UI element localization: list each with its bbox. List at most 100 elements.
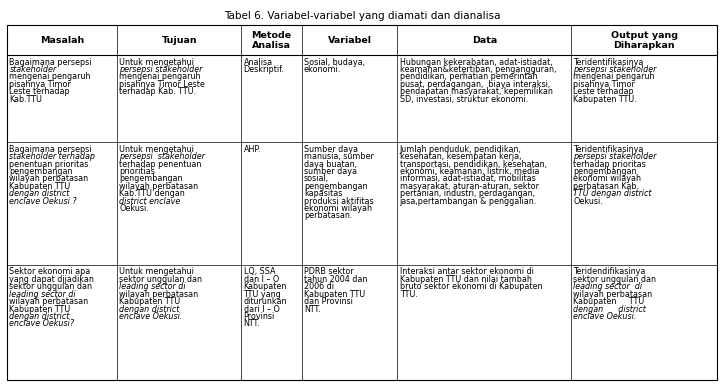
Text: ekonomi.: ekonomi. [304, 65, 341, 74]
Text: Oekusi.: Oekusi. [119, 204, 149, 213]
Text: Teridentifikasinya: Teridentifikasinya [573, 145, 644, 154]
Text: manusia, sumber: manusia, sumber [304, 152, 374, 161]
Text: pusat, perdagangan,  biaya interaksi,: pusat, perdagangan, biaya interaksi, [400, 80, 550, 89]
Text: enclave Oekusi ?: enclave Oekusi ? [9, 196, 77, 206]
Text: pengembangan: pengembangan [304, 182, 367, 191]
Text: Variabel: Variabel [327, 36, 371, 45]
Text: dengan      district: dengan district [573, 305, 647, 313]
Text: Kabupaten: Kabupaten [243, 282, 287, 291]
Text: persepsi stakeholder: persepsi stakeholder [119, 65, 203, 74]
Text: wilayah perbatasan: wilayah perbatasan [9, 174, 88, 183]
Text: pisahnya Timor: pisahnya Timor [573, 80, 636, 89]
Text: kapasitas: kapasitas [304, 189, 342, 198]
Text: Kabupaten TTU: Kabupaten TTU [119, 297, 180, 306]
Text: informasi, adat-istiadat, mobilitas: informasi, adat-istiadat, mobilitas [400, 174, 536, 183]
Text: NTT.: NTT. [243, 320, 261, 328]
Text: sektor unggulan dan: sektor unggulan dan [573, 275, 657, 284]
Text: Interaksi antar sektor ekonomi di: Interaksi antar sektor ekonomi di [400, 267, 534, 276]
Text: LQ, SSA: LQ, SSA [243, 267, 275, 276]
Text: wilayah perbatasan: wilayah perbatasan [9, 297, 88, 306]
Text: Untuk mengetahui: Untuk mengetahui [119, 58, 194, 67]
Text: dengan district: dengan district [9, 189, 70, 198]
Text: tahun 2004 dan: tahun 2004 dan [304, 275, 367, 284]
Text: jasa,pertambangan & penggalian.: jasa,pertambangan & penggalian. [400, 196, 537, 206]
Text: persepsi  stakeholder: persepsi stakeholder [119, 152, 206, 161]
Text: dan I – O: dan I – O [243, 275, 279, 284]
Text: SD, investasi, struktur ekonomi.: SD, investasi, struktur ekonomi. [400, 95, 528, 104]
Text: penentuan prioritas: penentuan prioritas [9, 159, 89, 169]
Text: produksi aktifitas: produksi aktifitas [304, 196, 374, 206]
Text: pendapatan masyarakat, kepemilikan: pendapatan masyarakat, kepemilikan [400, 87, 552, 96]
Text: 2006 di: 2006 di [304, 282, 334, 291]
Text: AHP.: AHP. [243, 145, 261, 154]
Text: prioritias: prioritias [119, 167, 155, 176]
Text: leading sector di: leading sector di [9, 290, 76, 299]
Text: kesehatan, kesempatan kerja,: kesehatan, kesempatan kerja, [400, 152, 521, 161]
Text: Kabupaten TTU: Kabupaten TTU [9, 305, 71, 313]
Text: wilayah perbatasan: wilayah perbatasan [573, 290, 652, 299]
Text: pisahnya Timor Leste: pisahnya Timor Leste [119, 80, 206, 89]
Text: daya buatan,: daya buatan, [304, 159, 357, 169]
Text: Tabel 6. Variabel-variabel yang diamati dan dianalisa: Tabel 6. Variabel-variabel yang diamati … [224, 11, 500, 21]
Text: PDRB sektor: PDRB sektor [304, 267, 353, 276]
Text: Kab.TTU dengan: Kab.TTU dengan [119, 189, 185, 198]
Text: keamanan&ketertiban, pengangguran,: keamanan&ketertiban, pengangguran, [400, 65, 556, 74]
Text: transportasi, pendidikan, kesehatan,: transportasi, pendidikan, kesehatan, [400, 159, 547, 169]
Text: pengembangan: pengembangan [119, 174, 183, 183]
Text: dengan district: dengan district [9, 312, 70, 321]
Text: Kabupaten TTU.: Kabupaten TTU. [573, 95, 637, 104]
Text: pisahnya Timor: pisahnya Timor [9, 80, 71, 89]
Text: ekonomi wilayah: ekonomi wilayah [304, 204, 372, 213]
Text: stakeholder terhadap: stakeholder terhadap [9, 152, 96, 161]
Text: ekonomi wilayah: ekonomi wilayah [573, 174, 641, 183]
Text: Data: Data [472, 36, 497, 45]
Text: Masalah: Masalah [40, 36, 85, 45]
Text: terhadap penentuan: terhadap penentuan [119, 159, 202, 169]
Text: Kabupaten TTU dan nilai tambah: Kabupaten TTU dan nilai tambah [400, 275, 531, 284]
Text: wilayah perbatasan: wilayah perbatasan [119, 290, 198, 299]
Text: Jumlah penduduk, pendidikan,: Jumlah penduduk, pendidikan, [400, 145, 521, 154]
Text: pengembangan: pengembangan [9, 167, 73, 176]
Text: pertanian, industri, perdagangan,: pertanian, industri, perdagangan, [400, 189, 534, 198]
Text: mengenai pengaruh: mengenai pengaruh [573, 73, 655, 81]
Text: mengenai pengaruh: mengenai pengaruh [119, 73, 201, 81]
Text: stakeholder: stakeholder [9, 65, 56, 74]
Text: Provinsi: Provinsi [243, 312, 275, 321]
Text: Kabupaten TTU: Kabupaten TTU [304, 290, 365, 299]
Text: Bagaimana persepsi: Bagaimana persepsi [9, 145, 92, 154]
Text: perbatasan.: perbatasan. [304, 212, 353, 220]
Text: Untuk mengetahui: Untuk mengetahui [119, 267, 194, 276]
Text: Sektor ekonomi apa: Sektor ekonomi apa [9, 267, 90, 276]
Text: dan Provinsi: dan Provinsi [304, 297, 353, 306]
Text: Sosial, budaya,: Sosial, budaya, [304, 58, 365, 67]
Text: sosial,: sosial, [304, 174, 329, 183]
Text: Kabupaten TTU: Kabupaten TTU [9, 182, 71, 191]
Text: terhadap Kab. TTU.: terhadap Kab. TTU. [119, 87, 196, 96]
Text: Teridendifikasinya: Teridendifikasinya [573, 267, 646, 276]
Text: NTT.: NTT. [304, 305, 321, 313]
Text: perbatasan Kab.: perbatasan Kab. [573, 182, 639, 191]
Text: dari I – O: dari I – O [243, 305, 279, 313]
Text: persepsi stakeholder: persepsi stakeholder [573, 65, 657, 74]
Text: Hubungan kekerabatan, adat-istiadat,: Hubungan kekerabatan, adat-istiadat, [400, 58, 552, 67]
Text: pengembangan: pengembangan [573, 167, 637, 176]
Text: ekonomi, keamanan, listrik, media: ekonomi, keamanan, listrik, media [400, 167, 539, 176]
Text: enclave Oekusi.: enclave Oekusi. [119, 312, 182, 321]
Text: enclave Oekusi.: enclave Oekusi. [573, 312, 637, 321]
Text: Metode
Analisa: Metode Analisa [251, 30, 292, 50]
Text: Kabupaten     TTU: Kabupaten TTU [573, 297, 645, 306]
Text: district enclave: district enclave [119, 196, 180, 206]
Text: Tujuan: Tujuan [161, 36, 197, 45]
Text: Output yang
Diharapkan: Output yang Diharapkan [610, 30, 678, 50]
Text: yang dapat dijadikan: yang dapat dijadikan [9, 275, 94, 284]
Text: TTU yang: TTU yang [243, 290, 282, 299]
Text: Deskriptif.: Deskriptif. [243, 65, 285, 74]
Text: Untuk mengetahui: Untuk mengetahui [119, 145, 194, 154]
Text: TTU dengan district: TTU dengan district [573, 189, 652, 198]
Text: leading sector  di: leading sector di [573, 282, 643, 291]
Text: Sumber daya: Sumber daya [304, 145, 358, 154]
Text: leading sector di: leading sector di [119, 282, 186, 291]
Text: sektor unggulan dan: sektor unggulan dan [9, 282, 93, 291]
Text: Leste terhadap: Leste terhadap [9, 87, 70, 96]
Text: Kab.TTU: Kab.TTU [9, 95, 43, 104]
